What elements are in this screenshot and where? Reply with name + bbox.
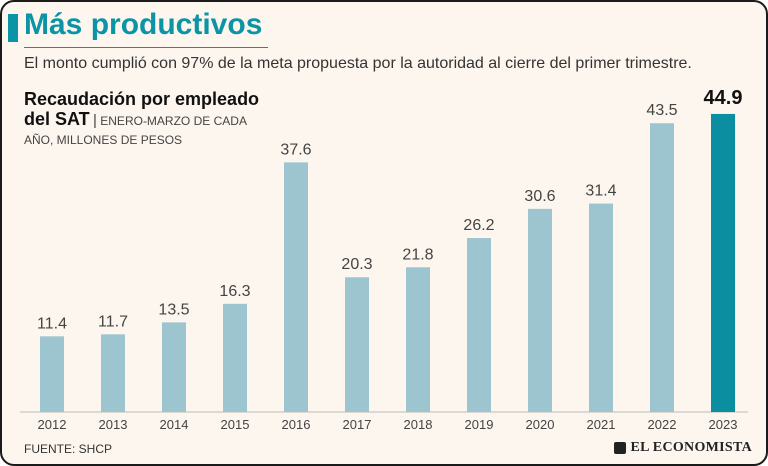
value-label-2023: 44.9 <box>704 87 743 109</box>
bar-2013 <box>101 334 125 412</box>
tick-label-2012: 2012 <box>38 417 67 432</box>
bar-2012 <box>40 336 64 412</box>
value-label-2022: 43.5 <box>646 102 677 119</box>
tick-label-2016: 2016 <box>282 417 311 432</box>
value-label-2020: 30.6 <box>524 188 555 205</box>
source-note: FUENTE: SHCP <box>24 442 113 456</box>
tick-label-2021: 2021 <box>587 417 616 432</box>
value-label-2018: 21.8 <box>402 246 433 263</box>
bar-2023 <box>711 113 735 412</box>
chart-title-line2: del SAT | ENERO-MARZO DE CADA AÑO, MILLO… <box>24 110 264 150</box>
tick-label-2013: 2013 <box>99 417 128 432</box>
value-label-2021: 31.4 <box>585 183 616 200</box>
tick-label-2022: 2022 <box>648 417 677 432</box>
title-underline <box>24 47 268 48</box>
value-label-2017: 20.3 <box>341 256 372 273</box>
brand-logo: EL ECONOMISTA <box>613 440 753 456</box>
bar-2021 <box>589 203 613 412</box>
value-label-2012: 11.4 <box>37 315 67 332</box>
bar-2015 <box>223 303 247 412</box>
value-label-2014: 13.5 <box>158 301 189 318</box>
bar-2019 <box>467 238 491 412</box>
chart-title-separator: | <box>93 112 97 129</box>
value-label-2015: 16.3 <box>219 283 250 300</box>
brand-mark-icon <box>613 442 626 454</box>
page-subtitle: El monto cumplió con 97% de la meta prop… <box>24 55 692 72</box>
bar-2020 <box>528 208 552 412</box>
value-label-2013: 11.7 <box>98 313 128 330</box>
chart-units-note: ENERO-MARZO DE CADA AÑO, MILLONES DE PES… <box>24 114 247 147</box>
brand-name: EL ECONOMISTA <box>630 440 752 455</box>
tick-label-2019: 2019 <box>465 417 494 432</box>
page-title: Más productivos <box>24 8 263 41</box>
bar-2014 <box>162 322 186 412</box>
value-label-2016: 37.6 <box>280 141 311 158</box>
bar-2017 <box>345 277 369 412</box>
value-label-2019: 26.2 <box>463 217 494 234</box>
chart-title-bold: del SAT <box>24 109 90 129</box>
tick-label-2023: 2023 <box>709 417 738 432</box>
tick-label-2015: 2015 <box>221 417 250 432</box>
tick-label-2018: 2018 <box>404 417 433 432</box>
title-accent-bar <box>8 14 18 42</box>
tick-label-2014: 2014 <box>160 417 189 432</box>
tick-label-2020: 2020 <box>526 417 555 432</box>
bar-2018 <box>406 267 430 412</box>
bar-2016 <box>284 162 308 412</box>
bar-2022 <box>650 123 674 412</box>
chart-title-line1: Recaudación por empleado <box>24 89 260 109</box>
tick-label-2017: 2017 <box>343 417 372 432</box>
